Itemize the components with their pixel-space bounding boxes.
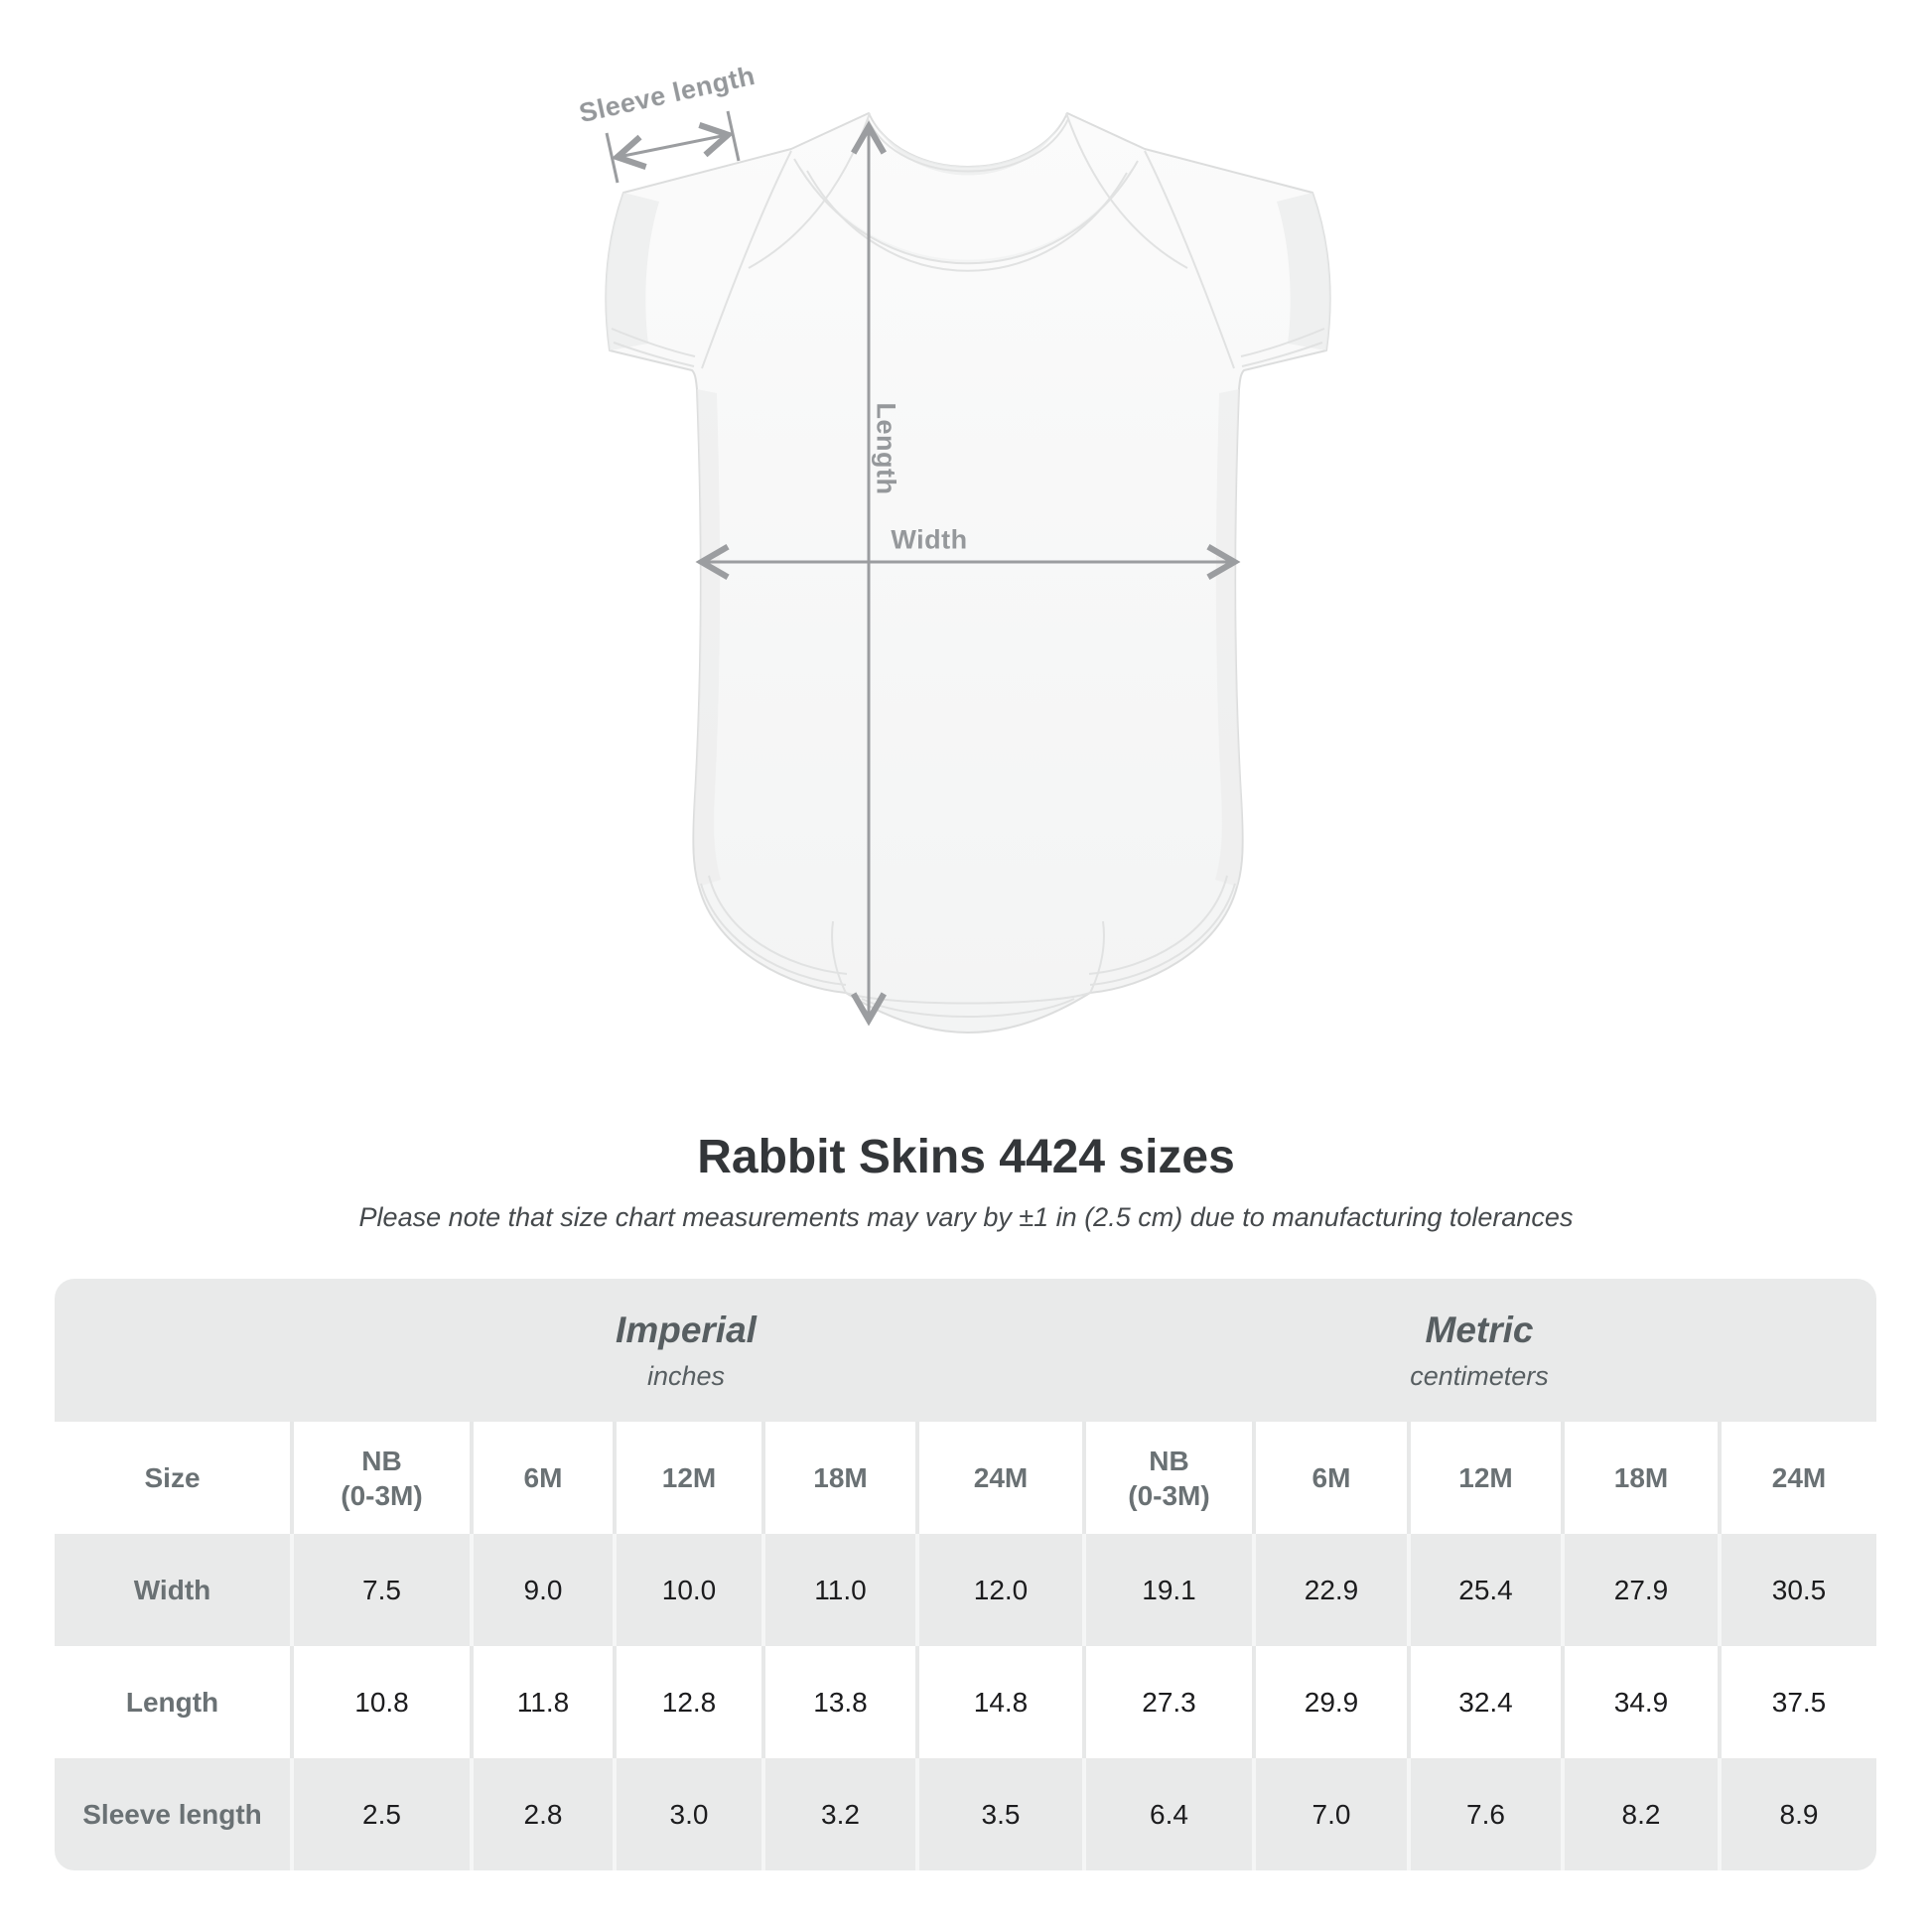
unit-name-metric: Metric: [1425, 1309, 1534, 1350]
size-header: 12M: [1407, 1422, 1561, 1534]
measurement-arrows: [605, 110, 1241, 1027]
value-cell: 27.3: [1142, 1686, 1196, 1718]
value-cell: 32.4: [1458, 1686, 1513, 1718]
table-row: Length 10.8 11.8 12.8 13.8 14.8 27.3 29.…: [55, 1646, 1876, 1758]
unit-group-imperial: Imperial inches: [290, 1310, 1082, 1392]
value-cell: 19.1: [1142, 1574, 1196, 1605]
sleeve-length-arrow: [611, 122, 735, 170]
sleeve-extension-tick-left: [605, 132, 620, 184]
value-cell: 7.0: [1311, 1798, 1351, 1830]
length-label: Length: [871, 402, 901, 495]
unit-header-band: Imperial inches Metric centimeters: [55, 1279, 1876, 1422]
garment-diagram: Sleeve length Length Width: [576, 61, 1331, 1034]
sleeve-extension-tick-right: [726, 110, 741, 162]
value-cell: 2.5: [362, 1798, 401, 1830]
value-cell: 3.2: [821, 1798, 860, 1830]
value-cell: 9.0: [523, 1574, 563, 1605]
value-cell: 8.9: [1779, 1798, 1819, 1830]
value-cell: 14.8: [973, 1686, 1029, 1718]
value-cell: 27.9: [1613, 1574, 1669, 1605]
size-header: 24M: [1718, 1422, 1876, 1534]
garment-shading: [606, 117, 1330, 887]
tolerance-note: Please note that size chart measurements…: [358, 1202, 1574, 1232]
size-header: 24M: [915, 1422, 1082, 1534]
value-cell: 3.0: [669, 1798, 709, 1830]
row-label: Width: [133, 1575, 211, 1605]
size-header: 18M: [1561, 1422, 1718, 1534]
value-cell: 29.9: [1304, 1686, 1359, 1718]
value-cell: 25.4: [1458, 1574, 1513, 1605]
size-header: 6M: [1252, 1422, 1407, 1534]
row-label: Length: [125, 1687, 219, 1718]
size-header: 18M: [761, 1422, 915, 1534]
bodysuit-shape: [605, 112, 1331, 1034]
infant-bodysuit-illustration: [605, 110, 1331, 1034]
value-cell: 34.9: [1613, 1686, 1669, 1718]
corner-cell: Size: [55, 1422, 290, 1534]
heading: Rabbit Skins 4424 sizes Please note that…: [0, 1130, 1932, 1233]
value-cell: 10.8: [354, 1686, 409, 1718]
value-cell: 13.8: [813, 1686, 868, 1718]
page-title: Rabbit Skins 4424 sizes: [697, 1131, 1235, 1183]
unit-group-metric: Metric centimeters: [1082, 1310, 1876, 1392]
value-cell: 7.5: [362, 1574, 401, 1605]
size-header: 6M: [470, 1422, 613, 1534]
size-table: Imperial inches Metric centimeters Size …: [55, 1279, 1876, 1870]
value-cell: 7.6: [1466, 1798, 1505, 1830]
value-cell: 8.2: [1621, 1798, 1661, 1830]
value-cell: 2.8: [523, 1798, 563, 1830]
table-row: Width 7.5 9.0 10.0 11.0 12.0 19.1 22.9 2…: [55, 1534, 1876, 1646]
size-header: NB (0-3M): [290, 1422, 470, 1534]
unit-sub-imperial: inches: [646, 1360, 726, 1391]
value-cell: 6.4: [1150, 1798, 1188, 1830]
size-header: 12M: [613, 1422, 761, 1534]
value-cell: 11.8: [516, 1686, 570, 1718]
size-label: Size: [144, 1462, 201, 1493]
value-cell: 12.8: [661, 1686, 717, 1718]
value-cell: 10.0: [661, 1574, 717, 1605]
row-label: Sleeve length: [82, 1799, 262, 1830]
width-label: Width: [891, 524, 968, 555]
size-header: NB (0-3M): [1082, 1422, 1252, 1534]
value-cell: 11.0: [814, 1574, 867, 1605]
value-cell: 22.9: [1304, 1574, 1359, 1605]
value-cell: 37.5: [1771, 1686, 1827, 1718]
value-cell: 30.5: [1771, 1574, 1827, 1605]
unit-name-imperial: Imperial: [616, 1309, 757, 1350]
unit-sub-metric: centimeters: [1410, 1360, 1549, 1391]
value-cell: 12.0: [973, 1574, 1029, 1605]
table-header-row: Size NB (0-3M) 6M 12M 18M 24M NB (0-3M) …: [55, 1422, 1876, 1534]
table-row: Sleeve length 2.5 2.8 3.0 3.2 3.5 6.4 7.…: [55, 1758, 1876, 1870]
value-cell: 3.5: [981, 1798, 1021, 1830]
